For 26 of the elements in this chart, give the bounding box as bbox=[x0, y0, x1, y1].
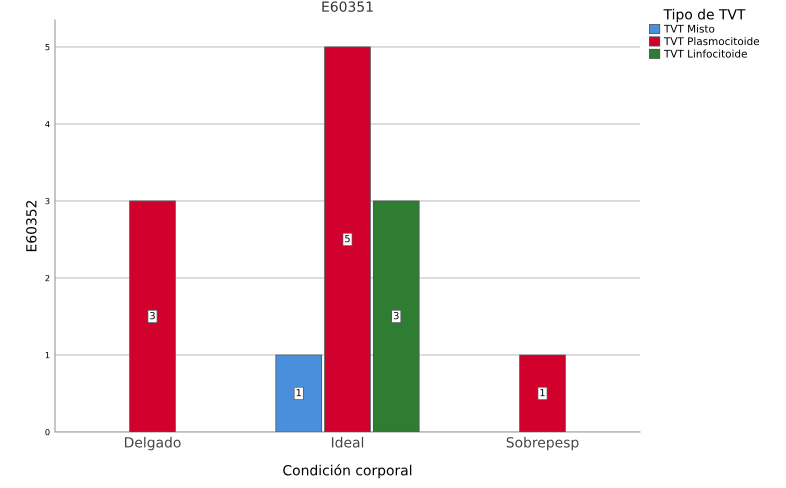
legend-label: TVT Plasmocitoide bbox=[664, 37, 760, 46]
data-label: 1 bbox=[296, 389, 301, 396]
data-label: 3 bbox=[150, 312, 155, 320]
bar bbox=[275, 354, 322, 432]
y-tick-label: 5 bbox=[45, 44, 50, 50]
bar bbox=[372, 200, 420, 432]
bar bbox=[519, 354, 566, 432]
x-axis-title: Condición corporal bbox=[283, 464, 412, 478]
y-tick-label: 1 bbox=[46, 352, 50, 358]
data-label: 5 bbox=[345, 235, 350, 242]
legend-label: TVT Linfocitoide bbox=[664, 50, 747, 58]
y-tick-label: 0 bbox=[45, 428, 50, 436]
y-tick-label: 2 bbox=[45, 274, 50, 282]
y-tick-label: 4 bbox=[45, 121, 50, 128]
y-axis-title: E60352 bbox=[26, 200, 37, 252]
data-label: 3 bbox=[394, 312, 399, 320]
legend-label: TVT Misto bbox=[664, 24, 714, 33]
data-label: 1 bbox=[540, 389, 545, 396]
y-tick-label: 3 bbox=[45, 198, 50, 204]
x-tick-label: Ideal bbox=[332, 436, 364, 448]
chart-title: E60351 bbox=[322, 1, 373, 12]
bar bbox=[324, 46, 371, 432]
x-tick-label: Sobrepesp bbox=[506, 436, 578, 450]
bar bbox=[129, 200, 176, 432]
legend-title: Tipo de TVT bbox=[664, 8, 746, 22]
x-tick-label: Delgado bbox=[124, 436, 181, 450]
